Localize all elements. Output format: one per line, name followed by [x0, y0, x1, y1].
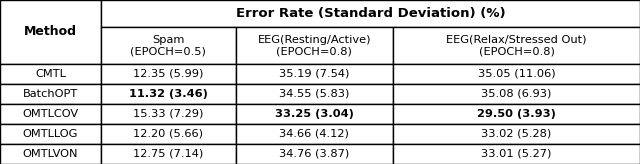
- Bar: [101, 144, 236, 164]
- Bar: [101, 104, 236, 124]
- Text: 34.76 (3.87): 34.76 (3.87): [279, 149, 349, 159]
- Text: 29.50 (3.93): 29.50 (3.93): [477, 109, 556, 119]
- Text: 33.01 (5.27): 33.01 (5.27): [481, 149, 552, 159]
- Text: OMTLCOV: OMTLCOV: [22, 109, 79, 119]
- Text: 15.33 (7.29): 15.33 (7.29): [133, 109, 204, 119]
- Bar: [101, 64, 236, 84]
- Text: 11.32 (3.46): 11.32 (3.46): [129, 89, 208, 99]
- Bar: [393, 27, 640, 64]
- Text: 34.55 (5.83): 34.55 (5.83): [279, 89, 349, 99]
- Text: 33.25 (3.04): 33.25 (3.04): [275, 109, 354, 119]
- Text: BatchOPT: BatchOPT: [23, 89, 78, 99]
- Bar: [236, 124, 393, 144]
- Text: 35.08 (6.93): 35.08 (6.93): [481, 89, 552, 99]
- Bar: [0, 104, 101, 124]
- Bar: [101, 0, 640, 27]
- Text: 33.02 (5.28): 33.02 (5.28): [481, 129, 552, 139]
- Bar: [393, 64, 640, 84]
- Text: 12.20 (5.66): 12.20 (5.66): [133, 129, 204, 139]
- Bar: [236, 64, 393, 84]
- Text: OMTLLOG: OMTLLOG: [23, 129, 78, 139]
- Bar: [0, 84, 101, 104]
- Bar: [101, 84, 236, 104]
- Bar: [236, 84, 393, 104]
- Bar: [0, 0, 101, 64]
- Text: 34.66 (4.12): 34.66 (4.12): [279, 129, 349, 139]
- Text: 12.75 (7.14): 12.75 (7.14): [133, 149, 204, 159]
- Text: OMTLVON: OMTLVON: [23, 149, 78, 159]
- Bar: [0, 64, 101, 84]
- Bar: [393, 104, 640, 124]
- Bar: [236, 104, 393, 124]
- Text: Spam
(EPOCH=0.5): Spam (EPOCH=0.5): [131, 35, 206, 56]
- Bar: [236, 27, 393, 64]
- Bar: [0, 144, 101, 164]
- Bar: [393, 124, 640, 144]
- Bar: [101, 124, 236, 144]
- Bar: [0, 124, 101, 144]
- Text: CMTL: CMTL: [35, 69, 66, 79]
- Text: 35.19 (7.54): 35.19 (7.54): [279, 69, 349, 79]
- Text: EEG(Relax/Stressed Out)
(EPOCH=0.8): EEG(Relax/Stressed Out) (EPOCH=0.8): [446, 35, 587, 56]
- Bar: [236, 144, 393, 164]
- Text: 12.35 (5.99): 12.35 (5.99): [133, 69, 204, 79]
- Bar: [101, 27, 236, 64]
- Text: EEG(Resting/Active)
(EPOCH=0.8): EEG(Resting/Active) (EPOCH=0.8): [257, 35, 371, 56]
- Text: 35.05 (11.06): 35.05 (11.06): [477, 69, 556, 79]
- Bar: [393, 144, 640, 164]
- Text: Method: Method: [24, 25, 77, 39]
- Bar: [393, 84, 640, 104]
- Text: Error Rate (Standard Deviation) (%): Error Rate (Standard Deviation) (%): [236, 7, 506, 20]
